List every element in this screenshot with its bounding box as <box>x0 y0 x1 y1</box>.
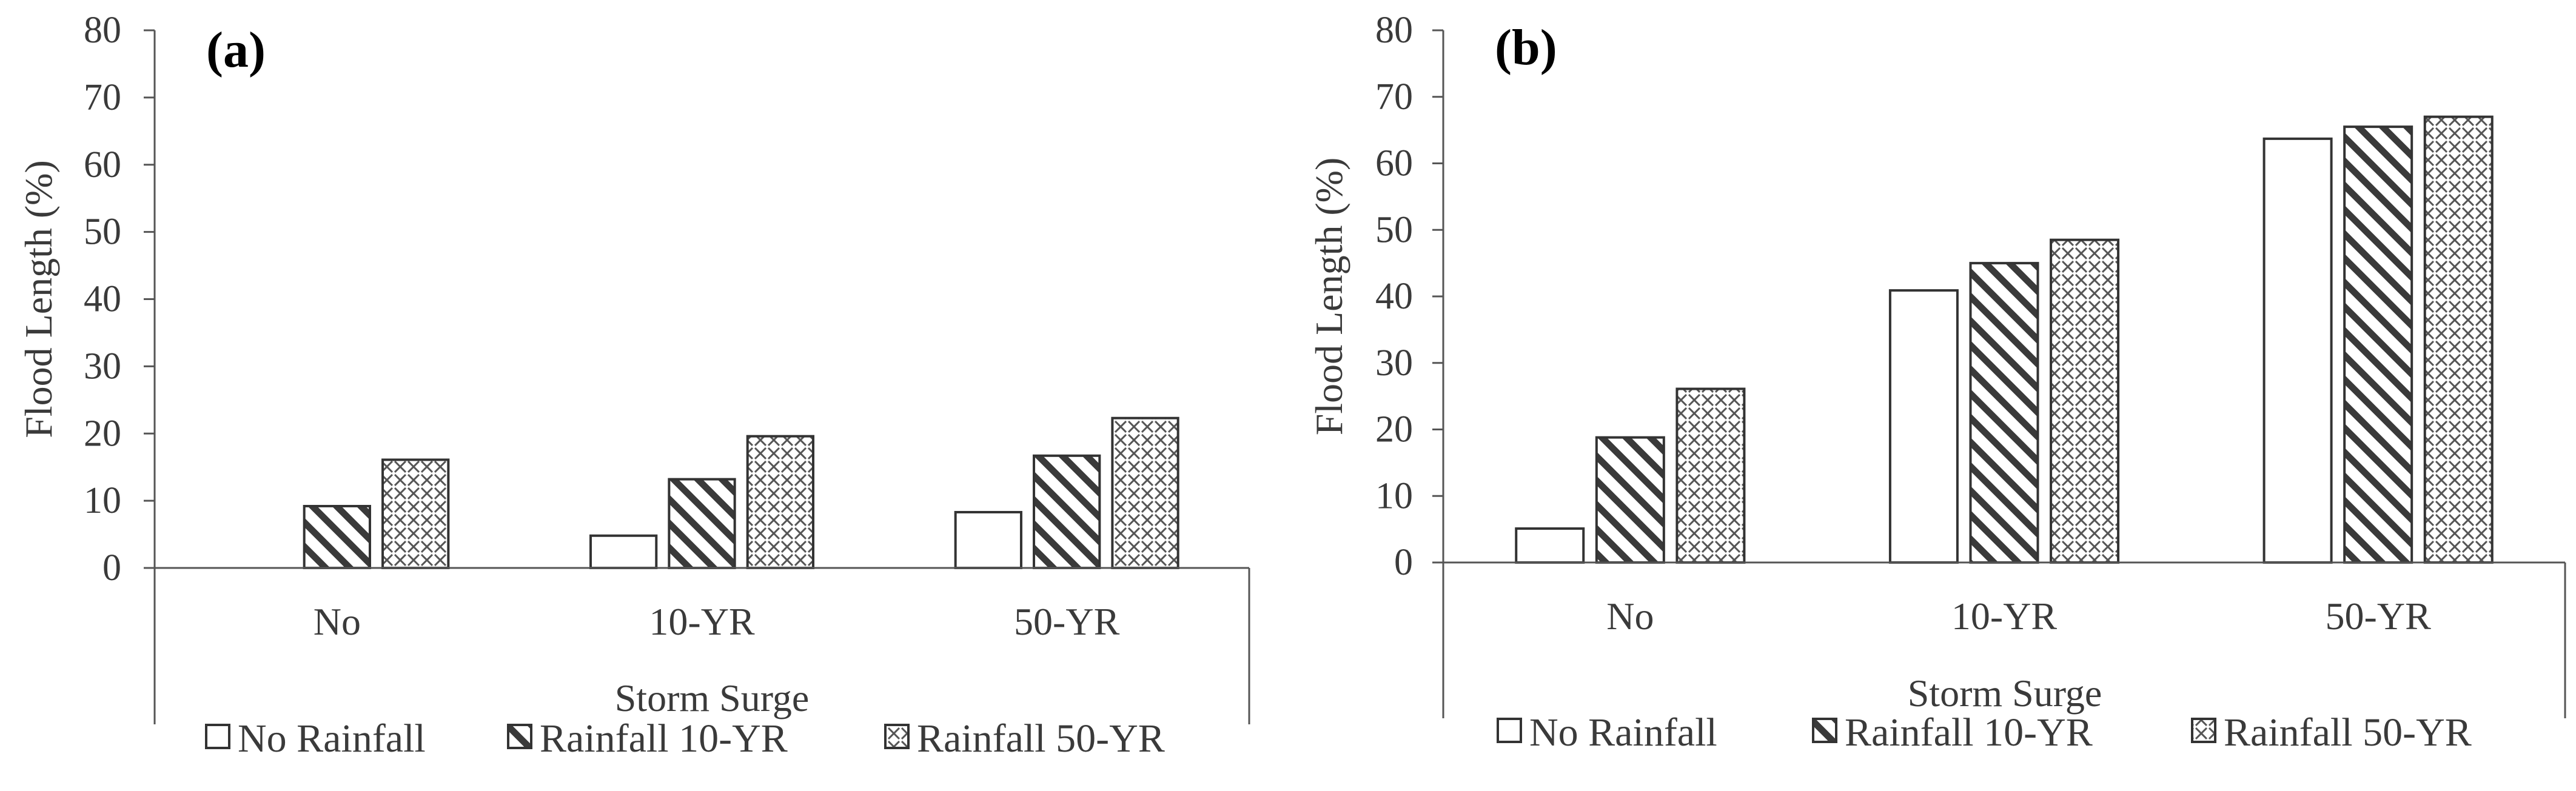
bars <box>303 416 1179 570</box>
bar-diagonal <box>1033 454 1101 569</box>
bar-diagonal <box>668 478 736 570</box>
bar-diagonal <box>1595 436 1665 564</box>
legend-item: No Rainfall <box>1497 710 1717 755</box>
y-tick-label: 60 <box>84 144 121 185</box>
y-tick-label: 40 <box>1375 276 1413 317</box>
legend-item: Rainfall 10-YR <box>507 716 788 761</box>
y-ticks: 0 10 20 30 40 50 60 70 80 <box>1375 10 1443 583</box>
legend: No Rainfall Rainfall 10-YR Rainfall 50-YR <box>205 716 1165 761</box>
y-tick-label: 50 <box>1375 209 1413 250</box>
category-labels: No 10-YR 50-YR <box>314 600 1120 643</box>
legend-swatch <box>884 724 910 749</box>
legend-swatch <box>507 724 532 749</box>
y-tick-label: 70 <box>84 77 121 118</box>
axes <box>153 30 1250 724</box>
bar-diagonal <box>303 504 371 569</box>
bar-none <box>1515 527 1585 564</box>
y-ticks: 0 10 20 30 40 50 60 70 80 <box>84 10 155 589</box>
legend-swatch <box>1812 718 1837 743</box>
legend-label: Rainfall 10-YR <box>540 716 788 761</box>
y-tick-label: 60 <box>1375 143 1413 184</box>
x-axis-title: Storm Surge <box>615 676 810 719</box>
bar-none <box>589 534 658 570</box>
legend-swatch <box>1497 718 1522 743</box>
legend-label: Rainfall 10-YR <box>1845 710 2093 755</box>
bar-crosshatch <box>1111 416 1179 570</box>
x-category-label: No <box>1606 595 1654 638</box>
bar-diagonal <box>1969 262 2039 564</box>
y-tick-label: 10 <box>84 480 121 521</box>
legend-swatch <box>2191 718 2216 743</box>
bar-crosshatch <box>746 435 815 569</box>
x-axis-title: Storm Surge <box>1908 672 2102 715</box>
x-category-label: 50-YR <box>1014 600 1120 643</box>
y-tick-label: 80 <box>1375 10 1413 51</box>
panel-label: (a) <box>206 22 266 78</box>
bar-none <box>954 510 1022 570</box>
bars <box>1515 115 2494 564</box>
y-tick-label: 70 <box>1375 76 1413 118</box>
y-tick-label: 0 <box>102 547 121 589</box>
legend-label: No Rainfall <box>238 716 426 761</box>
chart-panel-b: (b) Flood Length (%) Storm Surge 0 10 20 30… <box>1307 10 2566 755</box>
category-labels: No 10-YR 50-YR <box>1606 595 2431 638</box>
x-category-label: No <box>314 600 361 643</box>
panel-label: (b) <box>1495 19 1557 76</box>
legend-label: Rainfall 50-YR <box>2224 710 2472 755</box>
bar-none <box>1888 289 1959 564</box>
axes <box>1442 30 2566 718</box>
bar-crosshatch <box>2423 115 2494 564</box>
legend-swatch <box>205 724 230 749</box>
y-tick-label: 0 <box>1394 542 1413 583</box>
y-axis-title: Flood Length (%) <box>1307 158 1350 436</box>
x-category-label: 10-YR <box>1951 595 2058 638</box>
y-tick-label: 80 <box>84 10 121 51</box>
legend-label: No Rainfall <box>1529 710 1717 755</box>
x-category-label: 10-YR <box>649 600 755 643</box>
chart-panel-a: (a) Flood Length (%) Storm Surge 0 10 20 30… <box>17 10 1250 761</box>
y-tick-label: 20 <box>1375 409 1413 450</box>
legend-item: Rainfall 50-YR <box>2191 710 2472 755</box>
bar-crosshatch <box>381 458 450 570</box>
bar-none <box>2262 137 2333 564</box>
y-tick-label: 30 <box>1375 342 1413 384</box>
bar-diagonal <box>2343 125 2413 564</box>
x-category-label: 50-YR <box>2326 595 2432 638</box>
legend: No Rainfall Rainfall 10-YR Rainfall 50-YR <box>1497 710 2472 755</box>
y-tick-label: 10 <box>1375 475 1413 516</box>
bar-crosshatch <box>2050 238 2120 564</box>
y-tick-label: 20 <box>84 413 121 454</box>
legend-label: Rainfall 50-YR <box>917 716 1165 761</box>
legend-item: Rainfall 10-YR <box>1812 710 2093 755</box>
y-tick-label: 40 <box>84 279 121 320</box>
legend-item: No Rainfall <box>205 716 426 761</box>
y-axis-title: Flood Length (%) <box>17 160 60 438</box>
y-tick-label: 30 <box>84 345 121 387</box>
legend-item: Rainfall 50-YR <box>884 716 1165 761</box>
bar-crosshatch <box>1675 387 1746 564</box>
y-tick-label: 50 <box>84 212 121 253</box>
